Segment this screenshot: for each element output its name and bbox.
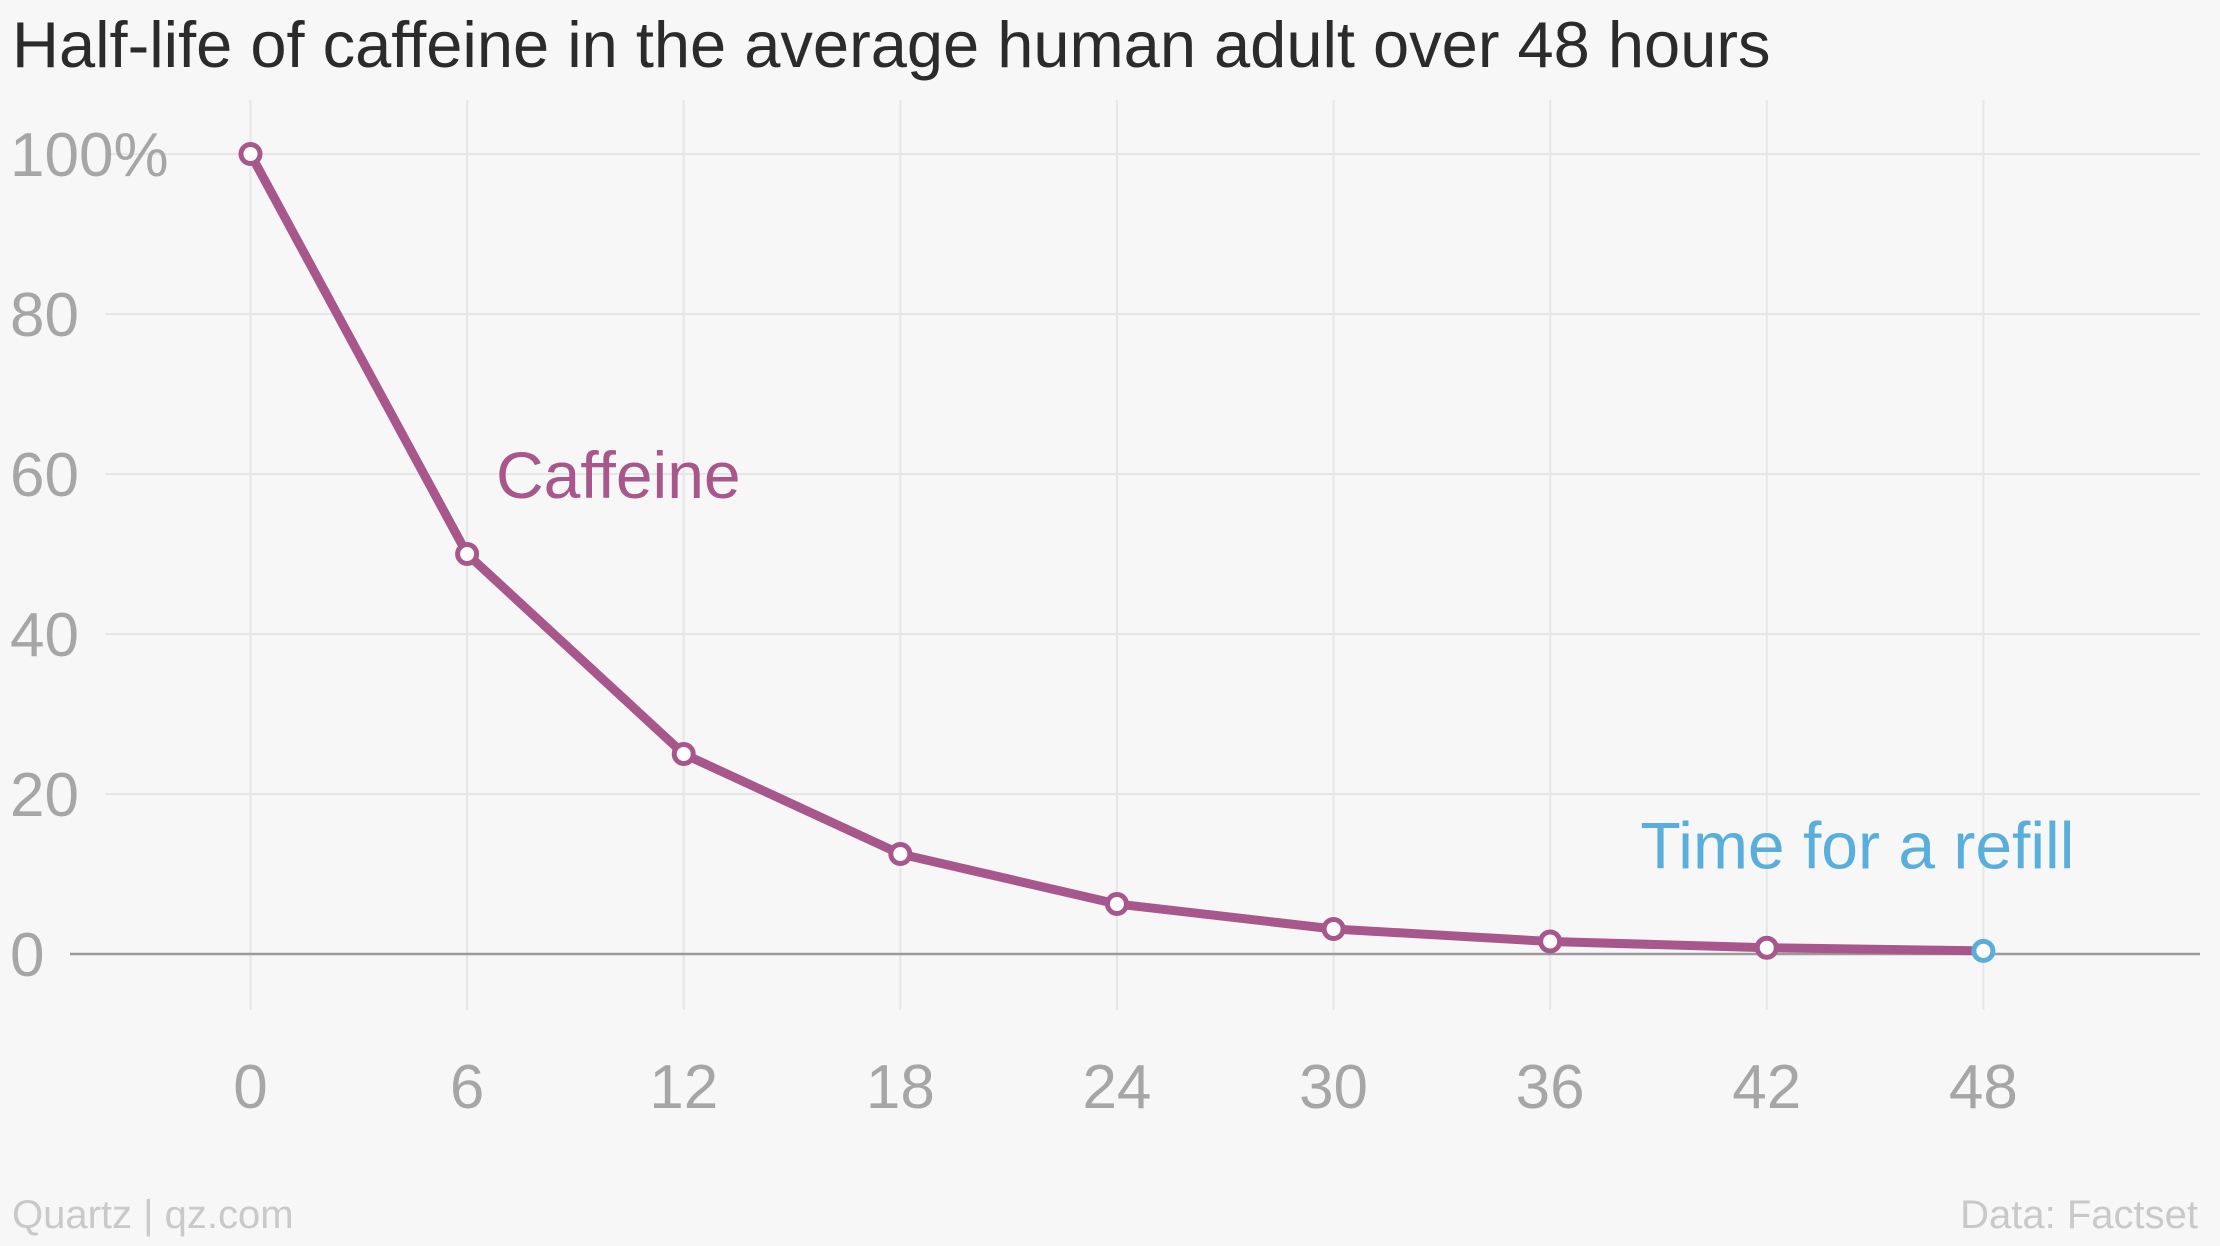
data-point [238,142,263,166]
x-tick-label: 30 [1299,1053,1368,1122]
data-point [1321,917,1346,941]
y-tick-label: 100% [10,121,169,190]
highlight-point [1971,938,1996,963]
y-tick-label: 60 [10,441,79,510]
y-tick-label: 80 [10,281,79,350]
x-tick-label: 6 [450,1053,484,1122]
annotation-series-label: Caffeine [496,438,741,512]
x-tick-label: 48 [1949,1053,2018,1122]
data-point [1754,935,1779,960]
y-tick-label: 20 [10,761,79,830]
data-point [671,742,696,766]
x-tick-label: 12 [649,1053,718,1122]
x-tick-label: 18 [866,1053,935,1122]
x-tick-label: 36 [1516,1053,1585,1122]
x-tick-label: 42 [1732,1053,1801,1122]
data-point [888,842,913,866]
data-point [1104,892,1129,916]
footer-source-left: Quartz | qz.com [12,1193,294,1237]
annotation-refill: Time for a refill [1640,808,2074,882]
data-point [455,542,480,566]
x-tick-label: 0 [233,1053,267,1122]
data-point [1538,929,1563,954]
y-tick-label: 0 [10,921,44,990]
x-tick-label: 24 [1082,1053,1151,1122]
footer-source-right: Data: Factset [1960,1193,2198,1237]
y-tick-label: 40 [10,601,79,670]
chart-title: Half-life of caffeine in the average hum… [12,8,1771,81]
